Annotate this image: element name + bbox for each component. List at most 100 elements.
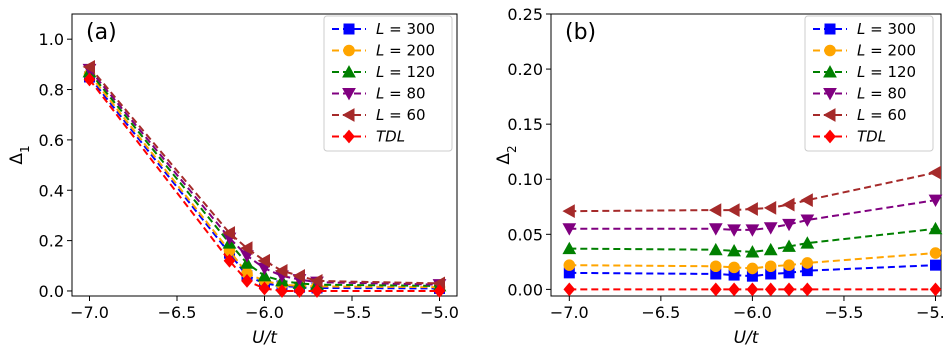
data-point [764, 260, 777, 273]
legend-entry: L = 60 [813, 106, 907, 124]
legend-label-value: = 120 [865, 63, 916, 81]
data-point [258, 281, 271, 296]
data-point [293, 284, 306, 298]
data-point [928, 165, 942, 180]
legend-marker [824, 44, 836, 57]
y-tick-label: 0.4 [39, 181, 64, 200]
data-point [763, 242, 778, 256]
legend-marker [343, 129, 355, 144]
legend-marker [342, 108, 355, 122]
y-axis-label-symbol: Δ [494, 153, 514, 165]
series-l-200 [563, 247, 942, 275]
data-point [801, 282, 814, 297]
data-point [563, 267, 575, 279]
legend-marker [823, 88, 837, 101]
data-point [432, 276, 445, 291]
x-tick-label: −7.0 [550, 303, 589, 322]
legend-label-var: L [376, 20, 384, 38]
data-point [782, 218, 796, 232]
data-point [745, 224, 760, 237]
data-point [710, 268, 722, 280]
y-axis-label: Δ1 [7, 145, 32, 164]
data-point [782, 239, 796, 252]
legend-label-value: = 80 [384, 85, 425, 103]
data-point [746, 262, 759, 275]
series-line [88, 68, 440, 286]
legend-entry: L = 300 [813, 20, 916, 38]
y-tick-label: 0.0 [39, 282, 64, 301]
panel-a: −7.0 −6.5 −6.0 −5.5 −5.0 0.0 0.2 0.4 0.6 0.8 1.0 U/… [7, 13, 459, 347]
y-axis-label-symbol: Δ [7, 153, 27, 165]
x-axis-label: U/t [734, 328, 760, 347]
legend-marker [343, 23, 355, 35]
data-point [311, 284, 323, 298]
data-point [275, 263, 288, 278]
y-tick-label: 0.6 [39, 131, 64, 150]
x-tick-label: −5.5 [825, 303, 864, 322]
data-point [292, 268, 305, 283]
legend-entry: L = 300 [332, 20, 435, 38]
x-tick-label: −6.0 [245, 303, 284, 322]
series-tdl [563, 282, 942, 297]
data-point [727, 243, 741, 257]
data-point [710, 260, 722, 273]
data-point [745, 202, 758, 216]
y-tick-label: 0.05 [507, 225, 543, 244]
data-point [801, 265, 813, 277]
legend-entry: TDL [332, 128, 405, 146]
y-tick-label: 0.10 [507, 170, 543, 189]
legend-label-value: = 120 [384, 63, 435, 81]
legend-marker [342, 65, 356, 78]
series-l-60 [82, 60, 445, 291]
legend-label: TDL [376, 128, 405, 146]
data-point [728, 269, 740, 281]
legend-label: L = 200 [857, 42, 916, 60]
data-point [240, 241, 253, 256]
legend-label-var: L [857, 20, 865, 38]
series-l-60 [562, 165, 942, 219]
data-point [562, 241, 577, 255]
data-point [241, 267, 253, 280]
legend-label-var: L [376, 85, 384, 103]
x-tick-label: −5.5 [333, 303, 372, 322]
legend-label-value: = 200 [384, 42, 435, 60]
x-tick-label: −6.5 [158, 303, 197, 322]
y-tick-label: 0.2 [39, 232, 64, 251]
legend-entry: L = 80 [332, 85, 426, 103]
legend-entry: L = 60 [332, 106, 426, 124]
legend-label-var: L [857, 42, 865, 60]
data-point [223, 253, 236, 268]
legend-label: L = 120 [376, 63, 435, 81]
legend-label-var: TDL [857, 128, 886, 146]
legend-marker [343, 44, 355, 57]
y-axis-label: Δ2 [494, 145, 519, 164]
data-point [782, 197, 795, 212]
x-tick-label: −5.0 [420, 303, 459, 322]
y-axis-label-text: Δ1 [7, 145, 32, 164]
y-axis-label-text: Δ2 [494, 145, 519, 164]
plot-frame [550, 13, 942, 297]
series-l-120 [562, 221, 943, 258]
legend-label-value: = 300 [384, 20, 435, 38]
x-tick-label: −7.0 [70, 303, 109, 322]
data-point [83, 72, 96, 87]
legend-label-value: = 60 [384, 106, 425, 124]
data-point [241, 274, 253, 288]
legend-label: L = 120 [857, 63, 916, 81]
legend-entry: L = 200 [813, 42, 916, 60]
data-point [728, 261, 740, 274]
data-point [929, 282, 942, 297]
data-point [562, 223, 577, 236]
legend-label-value: = 80 [865, 85, 906, 103]
data-point [783, 259, 795, 271]
data-point [562, 204, 575, 219]
data-point [276, 284, 288, 298]
legend-marker [823, 65, 837, 78]
data-point [82, 60, 95, 74]
data-point [801, 257, 814, 269]
data-point [746, 270, 758, 282]
data-point [800, 214, 815, 227]
x-tick-label: −6.5 [641, 303, 680, 322]
data-point [257, 253, 270, 268]
legend-marker [342, 88, 356, 101]
